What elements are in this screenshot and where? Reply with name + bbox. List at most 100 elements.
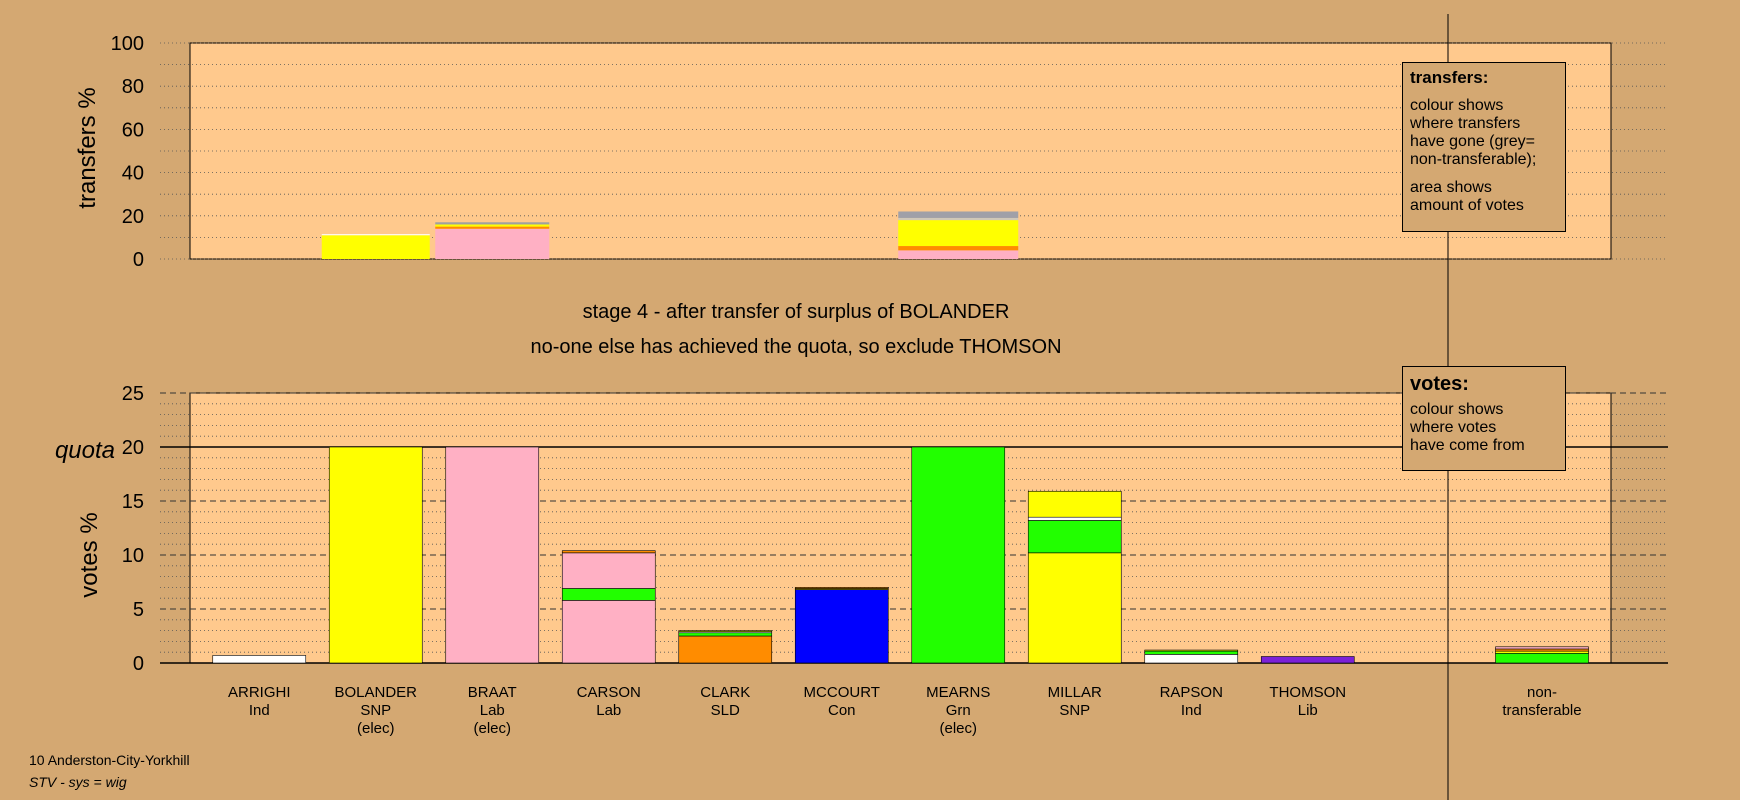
candidate-label: RAPSON — [1160, 684, 1223, 701]
candidate-bar-segment — [794, 587, 889, 589]
candidate-label: BRAAT — [468, 684, 517, 701]
non-transferable-bar-segment — [1495, 652, 1589, 664]
candidate-label: Grn — [946, 702, 971, 719]
constituency-name: 10 Anderston-City-Yorkhill — [29, 752, 190, 768]
candidate-bar-segment — [678, 630, 773, 632]
candidate-label: Lab — [596, 702, 621, 719]
transfers-bars — [321, 211, 1019, 259]
transfers-bar-segment — [898, 217, 1019, 221]
candidate-bar-segment — [328, 446, 423, 664]
candidate-bar-segment — [1027, 520, 1122, 554]
votes-y-tick-label: 15 — [122, 491, 144, 513]
candidate-label: SLD — [711, 702, 740, 719]
transfers-legend-line: where transfers — [1410, 115, 1521, 132]
candidate-bar-segment — [1027, 490, 1122, 518]
votes-y-tick-label: 10 — [122, 545, 144, 567]
transfers-bar-segment — [321, 235, 430, 259]
candidate-bar-segment — [445, 446, 540, 664]
candidate-bar-segment — [678, 635, 773, 664]
candidate-label: (elec) — [473, 720, 511, 737]
candidate-bar-segment — [1027, 516, 1122, 521]
candidate-label: SNP — [360, 702, 391, 719]
candidate-label: CARSON — [577, 684, 641, 701]
transfers-bar-segment — [898, 211, 1019, 218]
transfers-y-axis-label: transfers % — [74, 87, 101, 208]
candidate-label: BOLANDER — [334, 684, 417, 701]
candidate-label: CLARK — [700, 684, 750, 701]
transfers-y-tick-label: 40 — [122, 163, 144, 185]
candidate-label: (elec) — [939, 720, 977, 737]
candidate-label: Ind — [1181, 702, 1202, 719]
quota-label: quota — [55, 437, 115, 464]
candidate-label: MCCOURT — [804, 684, 880, 701]
non-transferable-label: transferable — [1502, 702, 1581, 719]
votes-legend-line: colour shows — [1410, 401, 1504, 418]
transfers-bar-segment — [435, 222, 550, 225]
votes-y-tick-label: 5 — [133, 599, 144, 621]
stage-subtitle: no-one else has achieved the quota, so e… — [530, 336, 1061, 358]
candidate-label: (elec) — [357, 720, 395, 737]
candidate-bar-segment — [1027, 552, 1122, 664]
votes-legend-title: votes: — [1410, 373, 1469, 395]
candidate-bar-segment — [1144, 649, 1239, 652]
votes-legend-line: where votes — [1410, 419, 1497, 436]
transfers-bar-segment — [321, 234, 430, 236]
transfers-legend-line: area shows — [1410, 179, 1492, 196]
candidate-bar-segment — [911, 446, 1006, 664]
candidate-label: Lib — [1298, 702, 1318, 719]
transfers-legend-line: have gone (grey= — [1410, 133, 1535, 150]
non-transferable-bar-segment — [1495, 650, 1589, 654]
transfers-y-ticks: 0 20 40 60 80 100 — [111, 33, 144, 271]
candidate-bar-segment — [561, 552, 656, 589]
candidate-label: MILLAR — [1048, 684, 1102, 701]
stage-title: stage 4 - after transfer of surplus of B… — [583, 301, 1010, 323]
candidate-bar-segment — [794, 589, 889, 664]
votes-y-tick-label: 0 — [133, 653, 144, 675]
voting-system: STV - sys = wig — [29, 774, 127, 790]
candidate-bar-segment — [212, 655, 307, 664]
candidate-label: Con — [828, 702, 856, 719]
transfers-legend-line: colour shows — [1410, 97, 1504, 114]
candidate-label: MEARNS — [926, 684, 990, 701]
transfers-bar-segment — [898, 250, 1019, 259]
candidate-label: Lab — [480, 702, 505, 719]
candidate-label: THOMSON — [1269, 684, 1346, 701]
votes-legend: votes: colour shows where votes have com… — [1402, 366, 1566, 471]
candidate-bar-segment — [561, 550, 656, 554]
transfers-y-tick-label: 100 — [111, 33, 144, 55]
non-transferable-bar-segment — [1495, 648, 1589, 652]
votes-y-axis-label: votes % — [76, 512, 103, 597]
candidate-bar-segment — [561, 600, 656, 664]
transfers-bar-segment — [435, 228, 550, 259]
transfers-y-tick-label: 0 — [133, 249, 144, 271]
candidate-bar-segment — [1144, 650, 1239, 655]
candidate-label: Ind — [249, 702, 270, 719]
transfers-legend: transfers: colour shows where transfers … — [1402, 62, 1566, 232]
votes-y-tick-label: 25 — [122, 383, 144, 405]
non-transferable-label: non- — [1527, 684, 1557, 701]
transfers-bar-segment — [435, 224, 550, 227]
candidate-bar-segment — [561, 588, 656, 601]
candidate-label: ARRIGHI — [228, 684, 291, 701]
transfers-bar-segment — [898, 220, 1019, 247]
candidate-labels: ARRIGHIIndBOLANDERSNP(elec)BRAATLab(elec… — [228, 684, 1582, 737]
candidate-bar-segment — [1144, 654, 1239, 664]
non-transferable-bar-segment — [1495, 646, 1589, 650]
transfers-bar-segment — [435, 226, 550, 229]
candidate-bar-segment — [1260, 656, 1355, 664]
transfers-y-tick-label: 60 — [122, 119, 144, 141]
votes-y-ticks: 0 5 10 15 20 25 — [122, 383, 144, 675]
votes-y-tick-label: 20 — [122, 437, 144, 459]
transfers-legend-title: transfers: — [1410, 68, 1489, 87]
transfers-bar-segment — [898, 246, 1019, 251]
votes-bars — [212, 446, 1589, 664]
transfers-legend-line: amount of votes — [1410, 197, 1524, 214]
votes-legend-line: have come from — [1410, 437, 1525, 454]
transfers-legend-line: non-transferable); — [1410, 151, 1537, 168]
votes-plot-area — [189, 392, 1612, 664]
candidate-bar-segment — [678, 632, 773, 637]
candidate-label: SNP — [1059, 702, 1090, 719]
transfers-y-tick-label: 20 — [122, 206, 144, 228]
